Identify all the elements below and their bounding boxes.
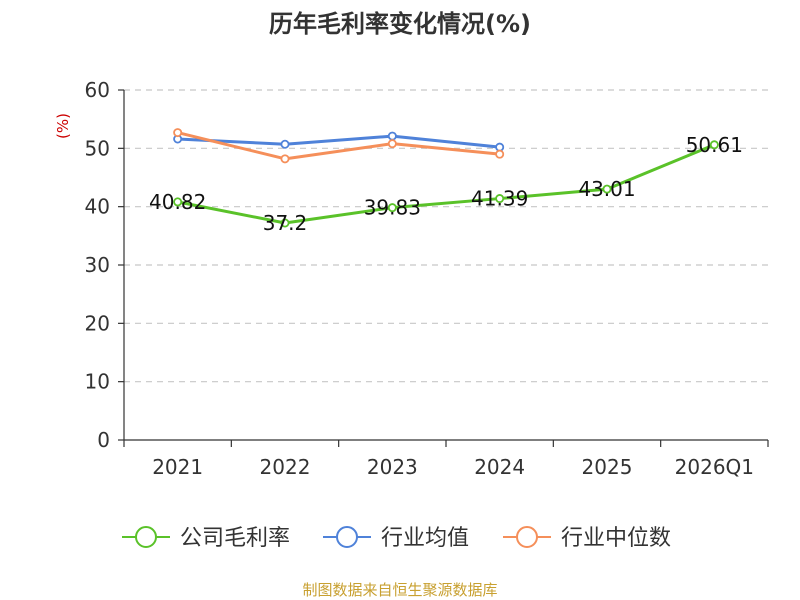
data-label: 37.2 [263, 211, 308, 235]
x-tick-label: 2024 [474, 455, 525, 479]
legend-item: 公司毛利率 [122, 526, 290, 551]
x-tick-label: 2022 [260, 455, 311, 479]
chart-title: 历年毛利率变化情况(%) [269, 10, 531, 38]
y-axis-label: (%) [54, 113, 72, 139]
x-tick-label: 2021 [152, 455, 203, 479]
y-tick-label: 40 [85, 195, 110, 219]
y-tick-label: 0 [97, 428, 110, 452]
legend-item: 行业均值 [323, 526, 469, 551]
legend-label: 行业中位数 [561, 526, 671, 551]
y-tick-label: 10 [85, 370, 110, 394]
legend-label: 公司毛利率 [180, 526, 290, 551]
data-label: 43.01 [578, 177, 635, 201]
legend-swatch-marker [135, 526, 157, 548]
x-tick-label: 2025 [582, 455, 633, 479]
axes: 0 10 20 30 40 50 60 2021 2022 2023 2024 2025 2026Q1 [85, 78, 769, 479]
series-line [177, 131, 500, 161]
data-point [173, 128, 183, 138]
data-point [495, 194, 505, 204]
grid [124, 89, 768, 383]
y-tick-label: 50 [85, 136, 110, 160]
legend-swatch-marker [516, 526, 538, 548]
series-group [173, 128, 719, 228]
legend-item: 行业中位数 [503, 526, 671, 551]
x-tick-label: 2026Q1 [675, 455, 754, 479]
data-labels: 40.82 37.2 39.83 41.39 43.01 50.61 [149, 133, 743, 235]
data-label: 50.61 [686, 133, 743, 157]
source-note: 制图数据来自恒生聚源数据库 [302, 581, 497, 599]
data-point [602, 184, 612, 194]
data-point [173, 197, 183, 207]
data-label: 41.39 [471, 187, 528, 211]
data-point [280, 154, 290, 164]
y-tick-label: 60 [85, 78, 110, 102]
legend-label: 行业均值 [381, 526, 469, 551]
data-point [495, 149, 505, 159]
legend-swatch-marker [336, 526, 358, 548]
series-line [177, 143, 715, 225]
data-point [709, 140, 719, 150]
data-point [387, 131, 397, 141]
legend: 公司毛利率 行业均值 行业中位数 [122, 526, 671, 551]
data-point [280, 218, 290, 228]
data-label: 40.82 [149, 190, 206, 214]
y-tick-label: 30 [85, 253, 110, 277]
y-tick-label: 20 [85, 311, 110, 335]
data-point [280, 139, 290, 149]
data-label: 39.83 [364, 196, 421, 220]
series-line [177, 134, 500, 149]
x-tick-label: 2023 [367, 455, 418, 479]
data-point [387, 203, 397, 213]
data-point [387, 139, 397, 149]
